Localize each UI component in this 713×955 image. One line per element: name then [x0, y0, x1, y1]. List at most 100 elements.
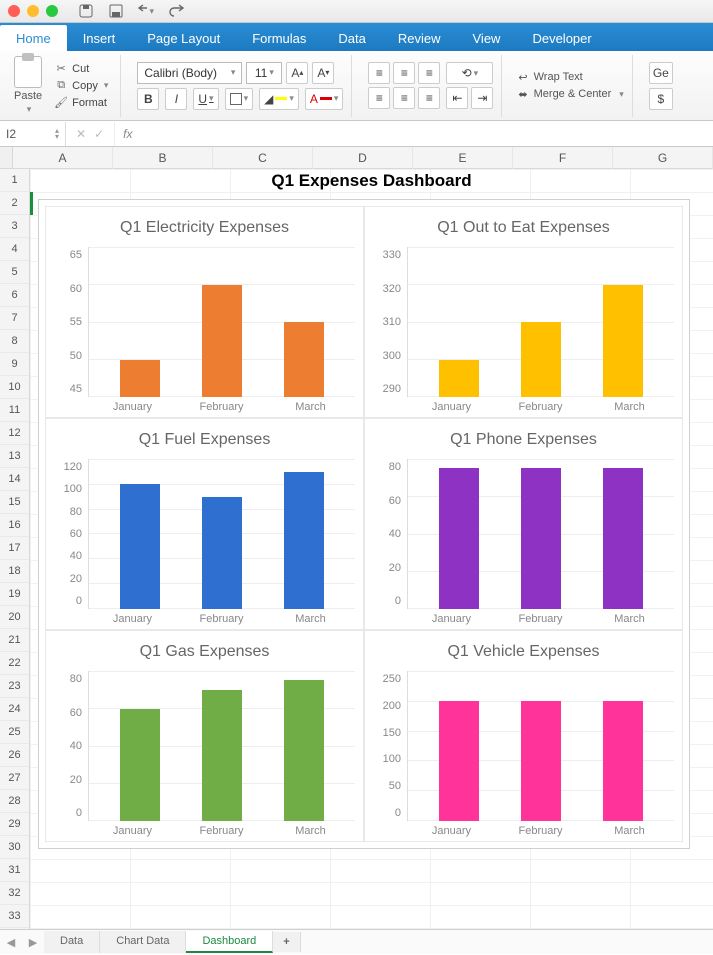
row-header[interactable]: 15 — [0, 491, 29, 514]
row-header[interactable]: 3 — [0, 215, 29, 238]
ribbon-tab-formulas[interactable]: Formulas — [236, 25, 322, 51]
worksheet[interactable]: Q1 Expenses Dashboard Q1 Electricity Exp… — [30, 169, 713, 929]
sheet-tab-data[interactable]: Data — [44, 931, 100, 953]
tab-scroll-left-button[interactable]: ◀ — [0, 930, 22, 955]
row-header[interactable]: 22 — [0, 652, 29, 675]
paste-button[interactable]: Paste ▾ — [14, 56, 42, 115]
italic-button[interactable]: I — [165, 88, 187, 110]
ribbon-tab-page-layout[interactable]: Page Layout — [131, 25, 236, 51]
copy-button[interactable]: ⧉Copy▾ — [50, 78, 112, 93]
chart[interactable]: Q1 Fuel Expenses120100806040200JanuaryFe… — [45, 418, 364, 630]
align-top-button[interactable]: ≡ — [368, 62, 390, 84]
column-header[interactable]: E — [413, 147, 513, 169]
row-header[interactable]: 31 — [0, 859, 29, 882]
row-header[interactable]: 26 — [0, 744, 29, 767]
chart[interactable]: Q1 Gas Expenses806040200JanuaryFebruaryM… — [45, 630, 364, 842]
row-header[interactable]: 13 — [0, 445, 29, 468]
column-header[interactable]: C — [213, 147, 313, 169]
row-header[interactable]: 19 — [0, 583, 29, 606]
row-header[interactable]: 5 — [0, 261, 29, 284]
name-box[interactable]: I2 ▴▾ — [0, 122, 66, 146]
row-header[interactable]: 12 — [0, 422, 29, 445]
column-header[interactable]: A — [13, 147, 113, 169]
row-header[interactable]: 28 — [0, 790, 29, 813]
save-icon[interactable] — [108, 3, 124, 19]
ribbon-tab-insert[interactable]: Insert — [67, 25, 132, 51]
row-header[interactable]: 29 — [0, 813, 29, 836]
fill-color-button[interactable]: ◢▾ — [259, 88, 299, 110]
sheet-tab-dashboard[interactable]: Dashboard — [186, 931, 273, 953]
redo-icon[interactable] — [168, 3, 184, 19]
row-header[interactable]: 9 — [0, 353, 29, 376]
align-left-button[interactable]: ≡ — [368, 87, 390, 109]
accept-formula-button[interactable]: ✓ — [94, 127, 104, 141]
row-header[interactable]: 11 — [0, 399, 29, 422]
chart[interactable]: Q1 Phone Expenses806040200JanuaryFebruar… — [364, 418, 683, 630]
close-window-button[interactable] — [8, 5, 20, 17]
row-header[interactable]: 25 — [0, 721, 29, 744]
row-header[interactable]: 10 — [0, 376, 29, 399]
bold-button[interactable]: B — [137, 88, 159, 110]
ribbon-tab-view[interactable]: View — [457, 25, 517, 51]
fx-label[interactable]: fx — [115, 127, 140, 141]
row-header[interactable]: 33 — [0, 905, 29, 928]
font-size-select[interactable]: 11▾ — [246, 62, 282, 84]
row-header[interactable]: 24 — [0, 698, 29, 721]
font-family-select[interactable]: Calibri (Body)▾ — [137, 62, 242, 84]
autosave-icon[interactable] — [78, 3, 94, 19]
font-color-button[interactable]: A▾ — [305, 88, 344, 110]
row-header[interactable]: 1 — [0, 169, 29, 192]
row-header[interactable]: 21 — [0, 629, 29, 652]
border-button[interactable]: ▾ — [225, 88, 254, 110]
row-header[interactable]: 16 — [0, 514, 29, 537]
select-all-corner[interactable] — [0, 147, 13, 169]
row-header[interactable]: 30 — [0, 836, 29, 859]
row-header[interactable]: 8 — [0, 330, 29, 353]
row-header[interactable]: 6 — [0, 284, 29, 307]
minimize-window-button[interactable] — [27, 5, 39, 17]
row-header[interactable]: 20 — [0, 606, 29, 629]
wrap-text-button[interactable]: ↩Wrap Text — [518, 71, 623, 84]
underline-button[interactable]: U▾ — [193, 88, 218, 110]
ribbon-tab-data[interactable]: Data — [322, 25, 381, 51]
row-header[interactable]: 4 — [0, 238, 29, 261]
chart[interactable]: Q1 Electricity Expenses6560555045January… — [45, 206, 364, 418]
row-header[interactable]: 18 — [0, 560, 29, 583]
column-header[interactable]: F — [513, 147, 613, 169]
row-header[interactable]: 2 — [0, 192, 29, 215]
column-header[interactable]: D — [313, 147, 413, 169]
row-header[interactable]: 23 — [0, 675, 29, 698]
align-right-button[interactable]: ≡ — [418, 87, 440, 109]
zoom-window-button[interactable] — [46, 5, 58, 17]
row-header[interactable]: 7 — [0, 307, 29, 330]
row-header[interactable]: 27 — [0, 767, 29, 790]
chart[interactable]: Q1 Vehicle Expenses250200150100500Januar… — [364, 630, 683, 842]
row-header[interactable]: 14 — [0, 468, 29, 491]
tab-scroll-right-button[interactable]: ▶ — [22, 930, 44, 955]
column-header[interactable]: B — [113, 147, 213, 169]
undo-icon[interactable]: ▾ — [138, 3, 154, 19]
format-painter-button[interactable]: 🖌Format — [50, 95, 112, 110]
accounting-format-button[interactable]: $ — [649, 88, 673, 110]
ribbon-tab-developer[interactable]: Developer — [516, 25, 607, 51]
increase-indent-button[interactable]: ⇥ — [471, 87, 493, 109]
orientation-button[interactable]: ⟲▾ — [446, 62, 493, 84]
row-header[interactable]: 17 — [0, 537, 29, 560]
increase-font-button[interactable]: A▴ — [286, 62, 308, 84]
align-bottom-button[interactable]: ≡ — [418, 62, 440, 84]
add-sheet-button[interactable]: + — [273, 932, 300, 952]
number-format-select[interactable]: Ge — [649, 62, 673, 84]
align-center-button[interactable]: ≡ — [393, 87, 415, 109]
cancel-formula-button[interactable]: ✕ — [76, 127, 86, 141]
ribbon-tab-review[interactable]: Review — [382, 25, 457, 51]
ribbon-tab-home[interactable]: Home — [0, 25, 67, 51]
row-header[interactable]: 32 — [0, 882, 29, 905]
formula-input[interactable] — [140, 122, 713, 146]
merge-center-button[interactable]: ⬌Merge & Center▾ — [518, 88, 623, 101]
decrease-indent-button[interactable]: ⇤ — [446, 87, 468, 109]
column-header[interactable]: G — [613, 147, 713, 169]
cut-button[interactable]: ✂Cut — [50, 61, 112, 76]
align-middle-button[interactable]: ≡ — [393, 62, 415, 84]
chart[interactable]: Q1 Out to Eat Expenses330320310300290Jan… — [364, 206, 683, 418]
decrease-font-button[interactable]: A▾ — [312, 62, 334, 84]
